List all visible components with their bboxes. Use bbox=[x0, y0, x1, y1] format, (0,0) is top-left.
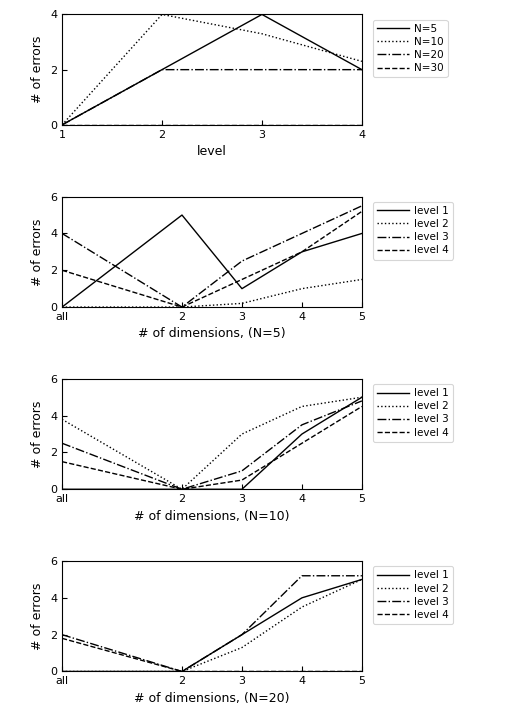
Legend: N=5, N=10, N=20, N=30: N=5, N=10, N=20, N=30 bbox=[373, 19, 448, 77]
X-axis label: level: level bbox=[197, 145, 227, 158]
Y-axis label: # of errors: # of errors bbox=[32, 218, 44, 285]
Y-axis label: # of errors: # of errors bbox=[32, 36, 44, 103]
X-axis label: # of dimensions, (N=5): # of dimensions, (N=5) bbox=[138, 328, 286, 341]
X-axis label: # of dimensions, (N=10): # of dimensions, (N=10) bbox=[134, 510, 290, 523]
Legend: level 1, level 2, level 3, level 4: level 1, level 2, level 3, level 4 bbox=[373, 566, 453, 624]
Legend: level 1, level 2, level 3, level 4: level 1, level 2, level 3, level 4 bbox=[373, 202, 453, 259]
Y-axis label: # of errors: # of errors bbox=[32, 583, 44, 650]
Legend: level 1, level 2, level 3, level 4: level 1, level 2, level 3, level 4 bbox=[373, 384, 453, 442]
X-axis label: # of dimensions, (N=20): # of dimensions, (N=20) bbox=[134, 692, 290, 705]
Y-axis label: # of errors: # of errors bbox=[32, 401, 44, 468]
